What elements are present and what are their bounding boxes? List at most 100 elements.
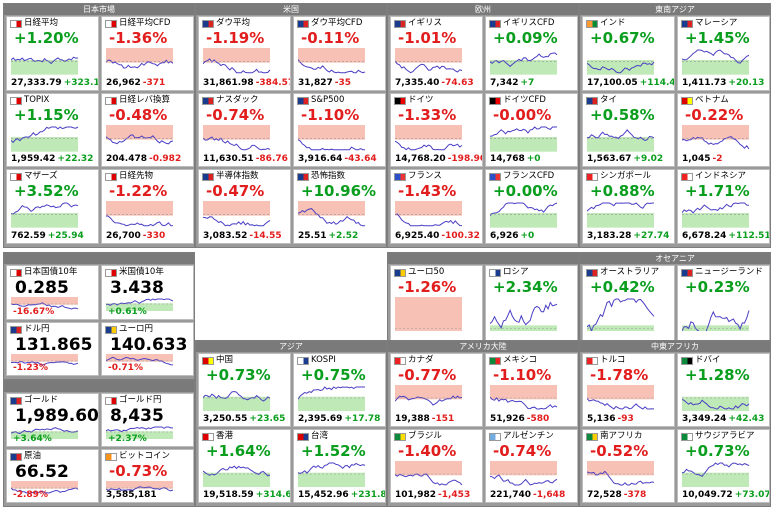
market-card[interactable]: インドネシア +1.71% 6,678.24 +112.51 (677, 169, 770, 244)
current-value: 26,962 (106, 77, 141, 88)
value-row: 31,861.98 -384.57 (203, 78, 290, 89)
chart-area (106, 481, 173, 489)
percent-change: -0.22% (685, 105, 744, 124)
net-change: +0.61% (108, 306, 147, 317)
market-card[interactable]: 日経レバ換算 -0.48% 204.478 -0.982 (101, 92, 194, 168)
market-card[interactable]: 中国 +0.73% 3,250.55 +23.65 (198, 353, 291, 427)
percent-change: -0.48% (109, 105, 168, 124)
index-name: サウジアラビア (695, 431, 755, 441)
market-card[interactable]: ブラジル -1.40% 101,982 -1,453 (390, 429, 483, 503)
flag-icon (10, 269, 22, 277)
market-card[interactable]: ゴールド円 8,435 +2.37% (101, 393, 194, 447)
current-value: 19,388 (395, 414, 430, 424)
index-name: アルゼンチン (503, 431, 554, 441)
market-card[interactable]: 南アフリカ -0.52% 72,528 -378 (582, 429, 675, 503)
chart-area (298, 48, 365, 63)
value-row: 27,333.79+323.18 (11, 78, 98, 89)
market-card[interactable]: トルコ -1.78% 5,136 -93 (582, 353, 675, 427)
market-card[interactable]: インド+0.67% 17,100.05+114.45 (582, 16, 675, 91)
market-card[interactable]: 日経先物 -1.22% 26,700 -330 (101, 169, 194, 244)
value-row: +3.64% (11, 434, 52, 445)
flag-icon (394, 357, 406, 365)
market-card[interactable]: ドル円 131.865 -1.23% (6, 321, 99, 376)
market-card[interactable]: ドイツCFD -0.00% 14,768 +0 (485, 92, 578, 168)
flag-icon (681, 96, 693, 105)
sparkline-chart (203, 201, 271, 227)
net-change: +112.51 (728, 230, 770, 241)
flag-icon (105, 269, 117, 277)
index-name: 米国債10年 (119, 267, 164, 277)
market-card[interactable]: ビットコイン -0.73% 3,585,181 (101, 449, 194, 503)
value-row: 26,962 -371 (106, 78, 165, 89)
market-card[interactable]: ドイツ -1.33% 14,768.20 -198.90 (390, 92, 483, 168)
flag-icon (394, 96, 406, 105)
market-card[interactable]: ダウ平均CFD -0.11% 31,827 -35 (293, 16, 386, 91)
sparkline-chart (682, 396, 750, 411)
value-row: 14,768 +0 (490, 154, 541, 165)
market-card[interactable]: メキシコ -1.10% 51,926 -580 (485, 353, 578, 427)
market-card[interactable]: ゴールド 1,989.60 +3.64% (6, 393, 99, 447)
market-card[interactable]: イギリスCFD +0.09% 7,342 +7 (485, 16, 578, 91)
index-name: ユーロ50 (408, 267, 445, 277)
market-card[interactable]: ベトナム -0.22% 1,045 -2 (677, 92, 770, 168)
market-card[interactable]: 香港+1.64% 19,518.59+314.68 (198, 429, 291, 503)
index-name: 半導体指数 (216, 171, 259, 182)
market-card[interactable]: イギリス -1.01% 7,335.40 -74.63 (390, 16, 483, 91)
market-card[interactable]: マレーシア +1.45% 1,411.73 +20.13 (677, 16, 770, 91)
region-panel: 日本国債10年 0.285 -16.67% 米国債10年 3.438 +0.61% ドル円 1… (3, 252, 195, 380)
market-card[interactable]: 台湾+1.52% 15,452.96+231.84 (293, 429, 386, 503)
market-card[interactable]: KOSPI +0.75% 2,395.69 +17.78 (293, 353, 386, 427)
market-card[interactable]: TOPIX +1.15% 1,959.42 +22.32 (6, 92, 99, 168)
market-card[interactable]: 半導体指数 -0.47% 3,083.52 -14.55 (198, 169, 291, 244)
net-change: -2.89% (13, 490, 48, 500)
market-card[interactable]: ユーロ円 140.633 -0.71% (101, 321, 194, 376)
chart-area (682, 325, 749, 331)
net-change: -0.982 (149, 154, 182, 165)
index-name: ドル円 (24, 323, 50, 334)
current-value: 26,700 (106, 230, 141, 241)
index-name: 日経先物 (119, 171, 154, 182)
region-title: 中東アフリカ (580, 341, 770, 352)
market-card[interactable]: ドバイ +1.28% 3,349.24 +42.43 (677, 353, 770, 427)
flag-icon (489, 269, 501, 277)
market-card[interactable]: アルゼンチン -0.74% 221,740 -1,648 (485, 429, 578, 503)
current-value: 3,349.24 (682, 414, 727, 424)
net-change: +17.78 (344, 414, 381, 424)
market-card[interactable]: 日経平均CFD -1.36% 26,962 -371 (101, 16, 194, 91)
market-card[interactable]: S&P500 -1.10% 3,916.64 -43.64 (293, 92, 386, 168)
market-card[interactable]: ダウ平均 -1.19% 31,861.98 -384.57 (198, 16, 291, 91)
market-card[interactable]: 米国債10年 3.438 +0.61% (101, 265, 194, 320)
market-card[interactable]: 日本国債10年 0.285 -16.67% (6, 265, 99, 320)
value-row: 6,926 +0 (490, 231, 534, 242)
market-card[interactable]: シンガポール +0.88% 3,183.28 +27.74 (582, 169, 675, 244)
market-card[interactable]: ナスダック -0.74% 11,630.51 -86.76 (198, 92, 291, 168)
price-line (587, 298, 655, 331)
chart-area (106, 48, 173, 63)
chart-area (11, 297, 78, 305)
flag-icon (586, 173, 598, 182)
chart-area (11, 213, 78, 228)
sparkline-chart (106, 124, 174, 144)
market-card[interactable]: フランス -1.43% 6,925.40 -100.32 (390, 169, 483, 244)
price-line (490, 52, 558, 68)
index-name: イギリスCFD (503, 18, 555, 28)
sparkline-chart (587, 385, 655, 410)
flag-icon (105, 96, 117, 105)
market-card[interactable]: タイ +0.58% 1,563.67 +9.02 (582, 92, 675, 168)
value-row: 3,250.55 +23.65 (203, 414, 285, 425)
market-card[interactable]: 原油 66.52 -2.89% (6, 449, 99, 503)
flag-icon (105, 453, 117, 461)
region-title: 米国 (196, 4, 386, 15)
region-panel: 中東アフリカ トルコ -1.78% 5,136 -93 ドバイ +1.28% 3,349.24… (579, 340, 771, 507)
current-value: 1,045 (682, 154, 711, 165)
market-card[interactable]: マザーズ +3.52% 762.59 +25.94 (6, 169, 99, 244)
market-card[interactable]: フランスCFD +0.00% 6,926 +0 (485, 169, 578, 244)
market-card[interactable]: サウジアラビア +0.73% 10,049.72 +73.07 (677, 429, 770, 503)
market-card[interactable]: 恐怖指数 +10.96% 25.51 +2.52 (293, 169, 386, 244)
market-card[interactable]: 日経平均+1.20% 27,333.79+323.18 (6, 16, 99, 91)
percent-change: -0.74% (493, 442, 552, 460)
chart-area (682, 213, 749, 228)
market-card[interactable]: カナダ -0.77% 19,388 -151 (390, 353, 483, 427)
sparkline-chart (395, 124, 463, 151)
percent-change: +0.73% (685, 442, 750, 460)
